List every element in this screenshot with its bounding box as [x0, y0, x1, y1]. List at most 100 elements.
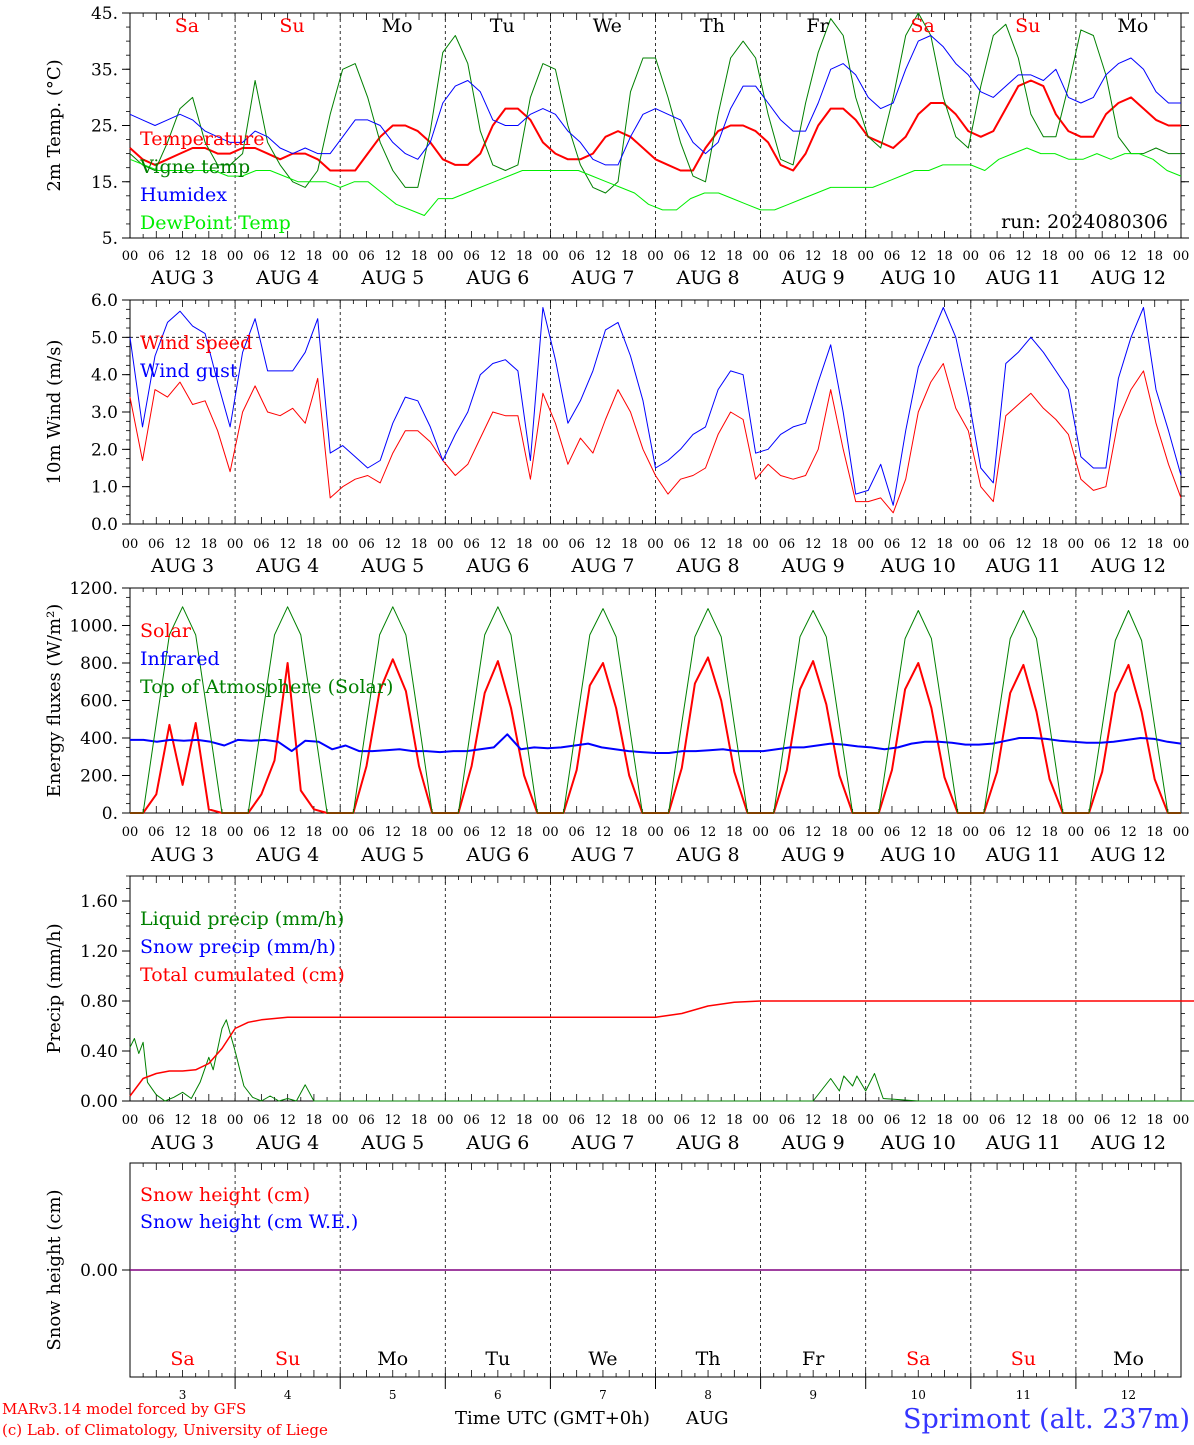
hour-tick-label: 12 [595, 249, 612, 264]
hour-tick-label: 00 [227, 537, 244, 552]
hour-tick-label: 00 [437, 1113, 454, 1128]
hour-tick-label: 18 [411, 249, 428, 264]
hour-tick-label: 18 [726, 249, 743, 264]
y-tick-label: 0.80 [80, 992, 118, 1012]
day-of-week-label: Mo [1113, 1348, 1144, 1370]
date-label: AUG 3 [150, 844, 214, 866]
hour-tick-label: 18 [306, 537, 323, 552]
hour-tick-label: 18 [411, 1113, 428, 1128]
hour-tick-label: 18 [411, 537, 428, 552]
hour-tick-label: 12 [384, 825, 401, 840]
hour-tick-label: 06 [568, 1113, 585, 1128]
date-label: AUG 6 [465, 844, 529, 866]
hour-tick-label: 18 [1041, 249, 1058, 264]
hour-tick-label: 12 [490, 825, 507, 840]
legend-entry: Snow precip (mm/h) [140, 936, 336, 958]
hour-tick-label: 00 [437, 249, 454, 264]
hour-tick-label: 06 [674, 537, 691, 552]
hour-tick-label: 18 [306, 1113, 323, 1128]
day-of-week-label: Fr [806, 15, 829, 37]
hour-tick-label: 18 [1041, 825, 1058, 840]
y-axis-label: Snow height (cm) [44, 1189, 65, 1350]
hour-tick-label: 06 [1094, 249, 1111, 264]
hour-tick-label: 06 [463, 825, 480, 840]
panel-1: 5. 15. 25. 35. 45. 2m Temp. (°C) Temperature Vi… [44, 4, 1189, 289]
hour-tick-label: 06 [463, 1113, 480, 1128]
day-of-week-label: Tu [490, 15, 515, 37]
legend-entry: Wind speed [140, 332, 252, 354]
y-tick-label: 3.0 [91, 403, 118, 423]
hour-tick-label: 12 [384, 537, 401, 552]
hour-tick-label: 18 [831, 537, 848, 552]
date-label: AUG 3 [150, 1132, 214, 1154]
day-of-week-label: Sa [175, 15, 199, 37]
day-number-label: 12 [1121, 1388, 1136, 1402]
hour-tick-label: 12 [174, 249, 191, 264]
hour-tick-label: 18 [1041, 1113, 1058, 1128]
hour-tick-label: 06 [463, 249, 480, 264]
plot-frame [129, 587, 1182, 814]
hour-tick-label: 06 [568, 249, 585, 264]
day-of-week-label: Su [279, 15, 304, 37]
y-tick-label: 6.0 [91, 291, 118, 311]
hour-tick-label: 00 [227, 825, 244, 840]
y-tick-label: 800. [80, 654, 118, 674]
series-line [129, 1019, 1194, 1102]
day-of-week-label: We [593, 15, 622, 37]
hour-tick-label: 06 [884, 537, 901, 552]
hour-tick-label: 00 [963, 537, 980, 552]
hour-tick-label: 00 [647, 825, 664, 840]
hour-tick-label: 06 [674, 825, 691, 840]
hour-tick-label: 12 [174, 537, 191, 552]
hour-tick-label: 12 [490, 1113, 507, 1128]
y-tick-label: 45. [91, 4, 118, 24]
hour-tick-label: 06 [1094, 1113, 1111, 1128]
hour-tick-label: 00 [857, 1113, 874, 1128]
date-label: AUG 6 [465, 1132, 529, 1154]
hour-tick-label: 00 [857, 537, 874, 552]
hour-tick-label: 00 [437, 537, 454, 552]
date-label: AUG 7 [570, 267, 634, 289]
y-tick-label: 5. [102, 229, 118, 249]
date-label: AUG 11 [985, 844, 1061, 866]
date-label: AUG 5 [360, 267, 424, 289]
hour-tick-label: 06 [884, 249, 901, 264]
hour-tick-label: 18 [516, 825, 533, 840]
hour-tick-label: 06 [463, 537, 480, 552]
day-of-week-label: Su [275, 1348, 300, 1370]
y-axis-label: 10m Wind (m/s) [44, 340, 65, 485]
hour-tick-label: 18 [411, 825, 428, 840]
date-label: AUG 5 [360, 1132, 424, 1154]
day-of-week-label: Sa [910, 15, 934, 37]
hour-tick-label: 06 [568, 825, 585, 840]
date-label: AUG 7 [570, 555, 634, 577]
hour-tick-label: 12 [910, 825, 927, 840]
hour-tick-label: 12 [1120, 825, 1137, 840]
series-line [129, 12, 1181, 194]
y-tick-label: 0.00 [80, 1261, 118, 1281]
date-label: AUG 12 [1090, 267, 1166, 289]
x-axis-label: Time UTC (GMT+0h) [455, 1408, 650, 1429]
hour-tick-label: 00 [647, 537, 664, 552]
hour-tick-label: 00 [122, 249, 139, 264]
hour-tick-label: 18 [936, 537, 953, 552]
date-label: AUG 10 [880, 555, 956, 577]
plot-frame [129, 299, 1182, 525]
legend-entry: Total cumulated (cm) [140, 964, 345, 986]
hour-tick-label: 00 [1068, 249, 1085, 264]
y-tick-label: 1.0 [91, 478, 118, 498]
hour-tick-label: 12 [700, 537, 717, 552]
y-tick-label: 1000. [69, 617, 118, 637]
hour-tick-label: 18 [1041, 537, 1058, 552]
hour-tick-label: 00 [332, 537, 349, 552]
date-label: AUG 12 [1090, 555, 1166, 577]
day-of-week-label: Fr [802, 1348, 825, 1370]
day-of-week-label: Mo [382, 15, 413, 37]
day-of-week-label: Su [1015, 15, 1040, 37]
hour-tick-label: 00 [752, 537, 769, 552]
date-label: AUG 12 [1090, 1132, 1166, 1154]
hour-tick-label: 00 [963, 1113, 980, 1128]
hour-tick-label: 00 [542, 825, 559, 840]
day-of-week-label: We [588, 1348, 617, 1370]
